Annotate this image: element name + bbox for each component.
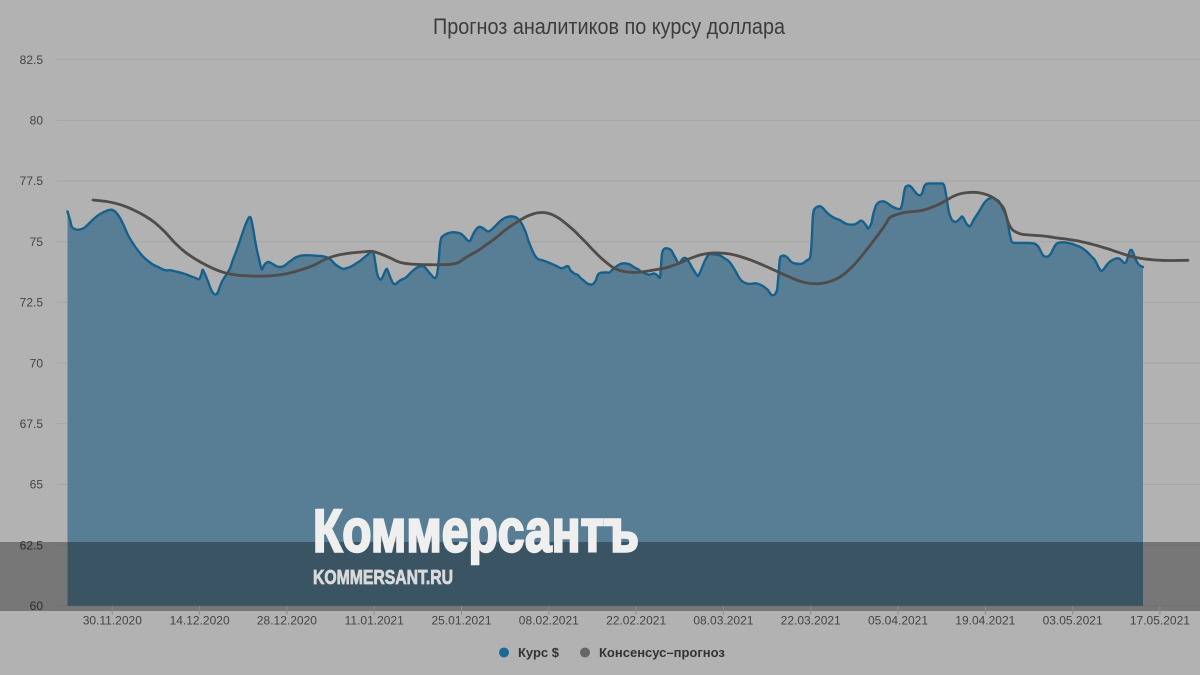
svg-text:11.01.2021: 11.01.2021 [345, 614, 404, 628]
svg-text:Коммерсантъ: Коммерсантъ [313, 498, 639, 565]
svg-text:75: 75 [30, 235, 44, 249]
svg-text:30.11.2020: 30.11.2020 [83, 614, 142, 628]
svg-text:17.05.2021: 17.05.2021 [1130, 614, 1190, 628]
svg-text:03.05.2021: 03.05.2021 [1043, 614, 1103, 628]
svg-text:22.02.2021: 22.02.2021 [606, 614, 666, 628]
svg-text:70: 70 [30, 356, 44, 370]
svg-text:Прогноз аналитиков по курсу до: Прогноз аналитиков по курсу доллара [433, 14, 786, 39]
svg-text:19.04.2021: 19.04.2021 [955, 614, 1015, 628]
svg-text:80: 80 [30, 114, 44, 128]
svg-text:82.5: 82.5 [20, 53, 44, 67]
svg-text:08.03.2021: 08.03.2021 [693, 614, 753, 628]
svg-text:72.5: 72.5 [20, 296, 44, 310]
svg-text:77.5: 77.5 [20, 174, 44, 188]
svg-text:05.04.2021: 05.04.2021 [868, 614, 928, 628]
svg-text:65: 65 [30, 478, 44, 492]
svg-text:14.12.2020: 14.12.2020 [170, 614, 230, 628]
svg-text:22.03.2021: 22.03.2021 [781, 614, 841, 628]
svg-text:67.5: 67.5 [20, 417, 44, 431]
svg-text:KOMMERSANT.RU: KOMMERSANT.RU [313, 567, 453, 589]
svg-text:28.12.2020: 28.12.2020 [257, 614, 317, 628]
svg-text:25.01.2021: 25.01.2021 [431, 614, 491, 628]
svg-text:62.5: 62.5 [20, 538, 44, 552]
svg-text:08.02.2021: 08.02.2021 [519, 614, 579, 628]
svg-text:Консенсус–прогноз: Консенсус–прогноз [599, 645, 725, 660]
svg-text:Курс $: Курс $ [518, 645, 560, 660]
svg-text:60: 60 [30, 599, 44, 613]
